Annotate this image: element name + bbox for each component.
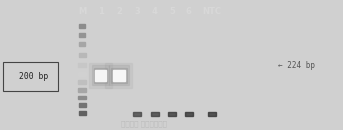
- Bar: [108, 66, 129, 85]
- Bar: [92, 66, 109, 85]
- Bar: [95, 70, 106, 81]
- Bar: [105, 63, 132, 88]
- FancyBboxPatch shape: [3, 62, 58, 91]
- Bar: [79, 63, 86, 67]
- Text: 갯실새삼 특이프라이머: 갯실새삼 특이프라이머: [121, 121, 167, 127]
- Text: M: M: [78, 7, 86, 16]
- Text: 5: 5: [169, 7, 175, 16]
- Bar: [78, 72, 86, 76]
- Text: NTC: NTC: [202, 7, 221, 16]
- Text: 3: 3: [134, 7, 140, 16]
- Text: 6: 6: [186, 7, 192, 16]
- Bar: [94, 68, 107, 83]
- Bar: [151, 112, 158, 116]
- Text: ← 224 bp: ← 224 bp: [278, 60, 315, 70]
- Bar: [79, 24, 85, 28]
- Bar: [79, 42, 85, 46]
- Bar: [79, 103, 86, 107]
- Bar: [185, 112, 193, 116]
- Bar: [78, 80, 86, 84]
- Text: 4: 4: [152, 7, 157, 16]
- Text: 1: 1: [98, 7, 104, 16]
- Bar: [79, 111, 86, 115]
- Bar: [113, 70, 125, 81]
- Bar: [208, 112, 216, 116]
- Bar: [168, 112, 176, 116]
- Bar: [79, 33, 85, 37]
- Bar: [78, 88, 86, 92]
- Bar: [89, 63, 112, 88]
- Bar: [79, 96, 86, 99]
- Bar: [111, 68, 127, 83]
- Text: 2: 2: [116, 7, 122, 16]
- Bar: [133, 112, 141, 116]
- Text: 200 bp: 200 bp: [19, 72, 48, 81]
- Bar: [79, 53, 86, 57]
